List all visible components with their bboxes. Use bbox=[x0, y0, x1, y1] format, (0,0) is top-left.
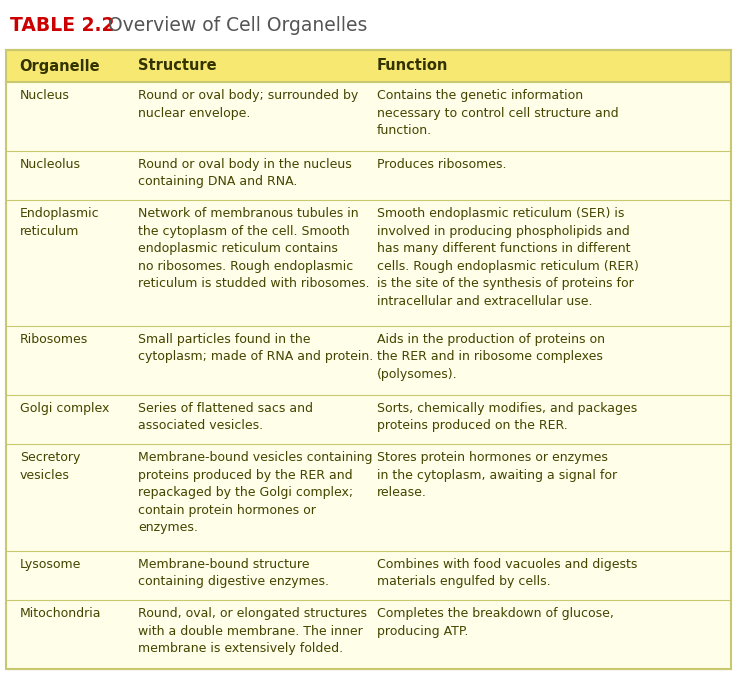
Text: Function: Function bbox=[377, 59, 449, 74]
Bar bbox=[6, 200, 731, 326]
Text: Secretory
vesicles: Secretory vesicles bbox=[20, 451, 80, 482]
Text: Completes the breakdown of glucose,
producing ATP.: Completes the breakdown of glucose, prod… bbox=[377, 608, 614, 638]
Text: Contains the genetic information
necessary to control cell structure and
functio: Contains the genetic information necessa… bbox=[377, 89, 619, 137]
Bar bbox=[6, 444, 731, 551]
Text: Stores protein hormones or enzymes
in the cytoplasm, awaiting a signal for
relea: Stores protein hormones or enzymes in th… bbox=[377, 451, 618, 499]
Bar bbox=[6, 600, 731, 669]
Text: Produces ribosomes.: Produces ribosomes. bbox=[377, 158, 506, 171]
Text: Nucleus: Nucleus bbox=[20, 89, 69, 102]
Text: Mitochondria: Mitochondria bbox=[20, 608, 101, 620]
Text: Nucleolus: Nucleolus bbox=[20, 158, 80, 171]
Text: Smooth endoplasmic reticulum (SER) is
involved in producing phospholipids and
ha: Smooth endoplasmic reticulum (SER) is in… bbox=[377, 207, 639, 308]
Bar bbox=[6, 326, 731, 394]
Bar bbox=[6, 50, 731, 82]
Text: Round, oval, or elongated structures
with a double membrane. The inner
membrane : Round, oval, or elongated structures wit… bbox=[138, 608, 367, 655]
Text: Endoplasmic
reticulum: Endoplasmic reticulum bbox=[20, 207, 99, 238]
Text: Membrane-bound structure
containing digestive enzymes.: Membrane-bound structure containing dige… bbox=[138, 558, 329, 589]
Text: Round or oval body in the nucleus
containing DNA and RNA.: Round or oval body in the nucleus contai… bbox=[138, 158, 352, 188]
Text: Ribosomes: Ribosomes bbox=[20, 333, 88, 346]
Text: Lysosome: Lysosome bbox=[20, 558, 81, 571]
Text: Organelle: Organelle bbox=[20, 59, 100, 74]
Bar bbox=[6, 82, 731, 151]
Bar bbox=[6, 551, 731, 600]
Text: Aids in the production of proteins on
the RER and in ribosome complexes
(polysom: Aids in the production of proteins on th… bbox=[377, 333, 605, 381]
Text: Membrane-bound vesicles containing
proteins produced by the RER and
repackaged b: Membrane-bound vesicles containing prote… bbox=[138, 451, 372, 534]
Text: Network of membranous tubules in
the cytoplasm of the cell. Smooth
endoplasmic r: Network of membranous tubules in the cyt… bbox=[138, 207, 369, 290]
Text: TABLE 2.2: TABLE 2.2 bbox=[10, 16, 114, 35]
Text: Structure: Structure bbox=[138, 59, 217, 74]
Text: Combines with food vacuoles and digests
materials engulfed by cells.: Combines with food vacuoles and digests … bbox=[377, 558, 638, 589]
Text: Golgi complex: Golgi complex bbox=[20, 402, 109, 414]
Text: Overview of Cell Organelles: Overview of Cell Organelles bbox=[108, 16, 367, 35]
Text: Sorts, chemically modifies, and packages
proteins produced on the RER.: Sorts, chemically modifies, and packages… bbox=[377, 402, 638, 432]
Bar bbox=[6, 394, 731, 444]
Text: Small particles found in the
cytoplasm; made of RNA and protein.: Small particles found in the cytoplasm; … bbox=[138, 333, 373, 363]
Text: Round or oval body; surrounded by
nuclear envelope.: Round or oval body; surrounded by nuclea… bbox=[138, 89, 358, 119]
Bar bbox=[6, 151, 731, 200]
Text: Series of flattened sacs and
associated vesicles.: Series of flattened sacs and associated … bbox=[138, 402, 313, 432]
